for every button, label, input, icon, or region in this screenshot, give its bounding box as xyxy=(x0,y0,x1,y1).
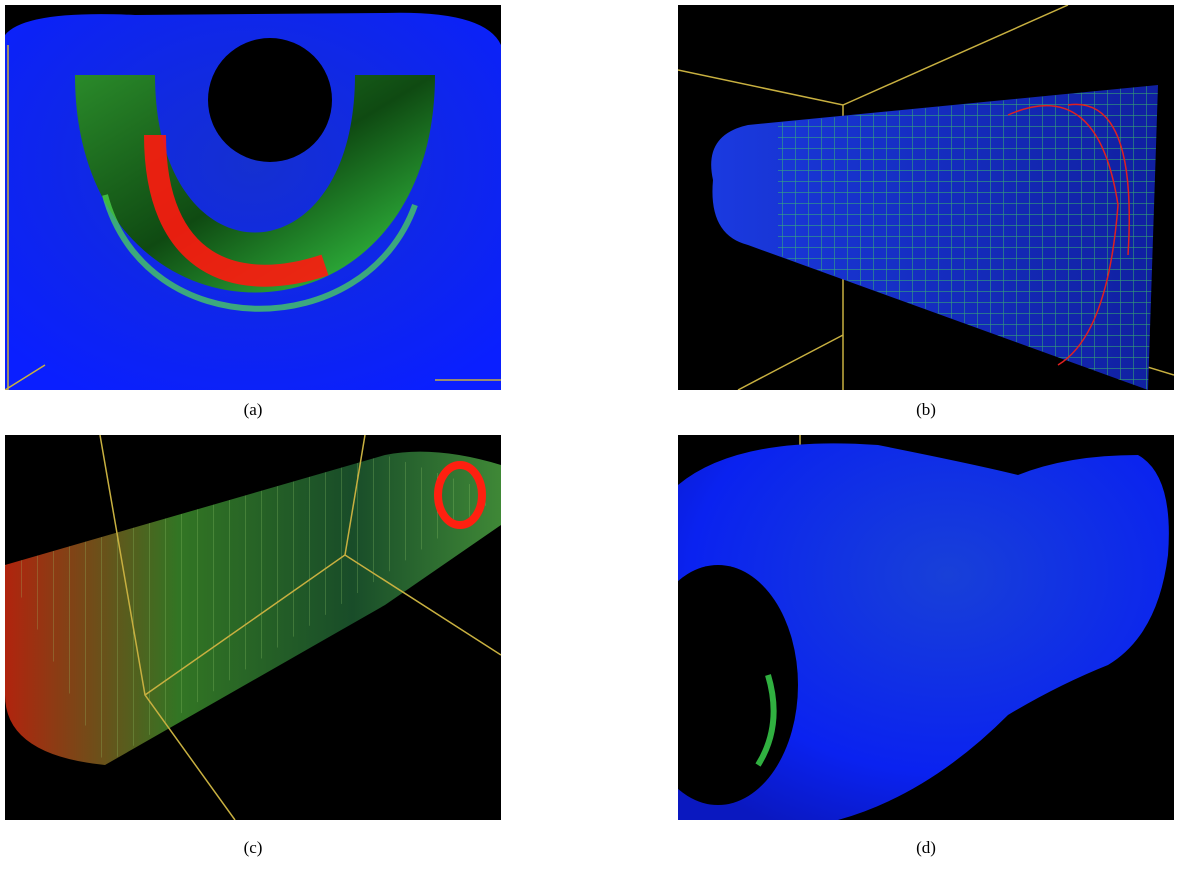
panel-c-image xyxy=(5,435,501,820)
opening xyxy=(208,38,332,162)
panel-a-image xyxy=(5,5,501,390)
page: (a) (b) (c) (d) (() => { const data = JS… xyxy=(0,0,1177,869)
caption: (a) xyxy=(5,400,501,420)
panel-b-image xyxy=(678,5,1174,390)
caption: (d) xyxy=(678,838,1174,858)
panel-d-image xyxy=(678,435,1174,820)
caption: (b) xyxy=(678,400,1174,420)
caption: (c) xyxy=(5,838,501,858)
